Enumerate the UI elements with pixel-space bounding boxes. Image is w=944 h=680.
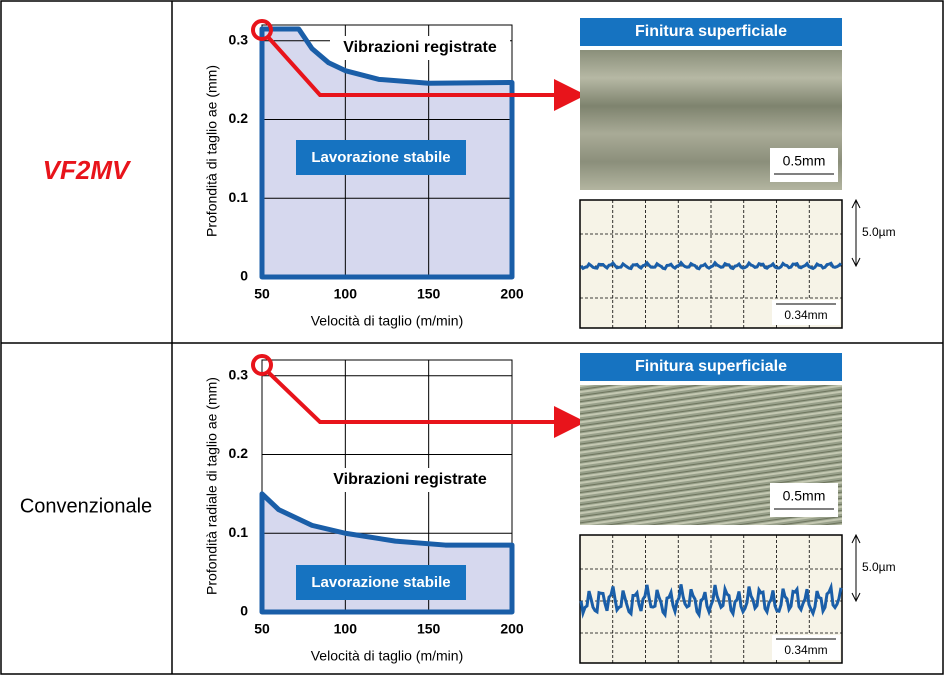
- boundary-line: [259, 26, 515, 280]
- pointer-arrow: [266, 370, 586, 438]
- y-tick-label: 0.3: [229, 366, 249, 382]
- height-arrow-heads: [851, 533, 861, 603]
- unstable-bg: [330, 36, 510, 60]
- x-tick-label: 50: [254, 621, 270, 637]
- pointer-circle: [251, 354, 273, 376]
- height-arrow-heads: [851, 198, 861, 268]
- profile-height: 5.0µm: [862, 225, 896, 239]
- scale-box: [770, 483, 838, 517]
- y-tick-label: 0.2: [229, 110, 249, 126]
- x-axis-label: Velocità di taglio (m/min): [311, 648, 464, 664]
- scale-box: [770, 148, 838, 182]
- finish-title-box: [580, 353, 842, 381]
- x-tick-label: 150: [417, 286, 441, 302]
- photo-scale: 0.5mm: [783, 488, 826, 504]
- pointer-arrow: [266, 35, 586, 111]
- y-tick-label: 0.2: [229, 445, 249, 461]
- x-tick-label: 50: [254, 286, 270, 302]
- stable-box: [296, 565, 466, 600]
- y-tick-label: 0.1: [229, 189, 249, 205]
- y-tick-label: 0: [240, 603, 248, 619]
- profile-length: 0.34mm: [784, 308, 827, 322]
- y-axis-label: Profondità di taglio ae (mm): [204, 65, 220, 237]
- y-tick-label: 0: [240, 268, 248, 284]
- finish-title: Finitura superficiale: [635, 358, 787, 375]
- profile-height: 5.0µm: [862, 560, 896, 574]
- row-label: Convenzionale: [20, 495, 152, 517]
- pointer-circle: [251, 19, 273, 41]
- profile-trace: [579, 581, 843, 619]
- boundary-line: [259, 491, 515, 615]
- unstable-label: Vibrazioni registrate: [333, 471, 487, 488]
- x-tick-label: 150: [417, 621, 441, 637]
- x-tick-label: 100: [334, 286, 358, 302]
- y-tick-label: 0.1: [229, 524, 249, 540]
- row-label: VF2MV: [43, 155, 132, 185]
- y-axis-label: Profondità radiale di taglio ae (mm): [204, 377, 220, 595]
- x-tick-label: 100: [334, 621, 358, 637]
- unstable-bg: [320, 468, 500, 492]
- x-tick-label: 200: [500, 621, 524, 637]
- x-axis-label: Velocità di taglio (m/min): [311, 313, 464, 329]
- unstable-label: Vibrazioni registrate: [343, 39, 497, 56]
- profile-trace: [579, 260, 843, 271]
- stable-box: [296, 140, 466, 175]
- x-tick-label: 200: [500, 286, 524, 302]
- charts: VF2MV 50 100 150 200 0 0.1 0.2 0.3 Velocità di ta…: [20, 18, 896, 664]
- y-tick-label: 0.3: [229, 31, 249, 47]
- photo-scale: 0.5mm: [783, 153, 826, 169]
- finish-title: Finitura superficiale: [635, 23, 787, 40]
- finish-title-box: [580, 18, 842, 46]
- stable-label: Lavorazione stabile: [311, 574, 450, 591]
- profile-length: 0.34mm: [784, 643, 827, 657]
- stable-label: Lavorazione stabile: [311, 149, 450, 166]
